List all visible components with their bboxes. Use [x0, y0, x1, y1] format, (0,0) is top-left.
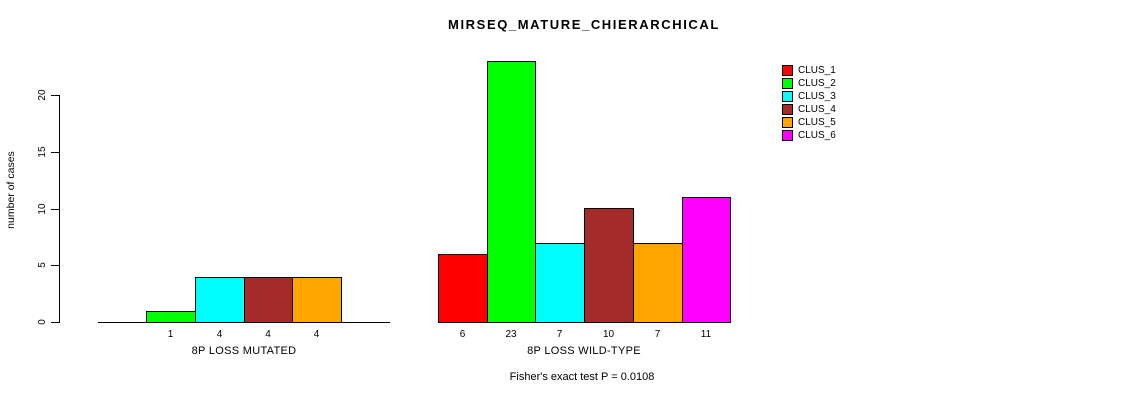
bar-clus_5 [292, 277, 342, 323]
legend-color-swatch [782, 91, 793, 102]
bar-clus_4 [244, 277, 293, 323]
legend-color-swatch [782, 78, 793, 89]
bar-value-label: 7 [556, 329, 563, 340]
bar-clus_2 [487, 61, 536, 323]
y-axis-line [59, 95, 60, 323]
bar-clus_3 [535, 243, 585, 323]
legend-label: CLUS_5 [798, 117, 836, 128]
legend-label: CLUS_4 [798, 104, 836, 115]
bar-value-label: 6 [459, 329, 466, 340]
legend-item: CLUS_4 [782, 103, 836, 116]
bar-value-label: 1 [167, 329, 174, 340]
bar-clus_3 [195, 277, 245, 323]
stat-note: Fisher's exact test P = 0.0108 [509, 371, 655, 383]
legend-item: CLUS_2 [782, 77, 836, 90]
bar-clus_4 [584, 208, 634, 323]
legend-label: CLUS_3 [798, 91, 836, 102]
legend-color-swatch [782, 65, 793, 76]
legend-label: CLUS_1 [798, 65, 836, 76]
legend-color-swatch [782, 104, 793, 115]
y-axis-tick-label: 20 [37, 89, 48, 101]
y-axis-tick-label: 5 [37, 262, 48, 268]
legend-item: CLUS_3 [782, 90, 836, 103]
legend-item: CLUS_5 [782, 116, 836, 129]
bar-value-label: 4 [216, 329, 223, 340]
bar-value-label: 23 [505, 329, 517, 340]
legend-label: CLUS_6 [798, 130, 836, 141]
bar-value-label: 11 [700, 329, 712, 340]
legend-item: CLUS_1 [782, 64, 836, 77]
y-axis-tick [51, 265, 59, 266]
bar-clus_5 [633, 243, 683, 323]
bar-value-label: 10 [602, 329, 615, 340]
legend-color-swatch [782, 117, 793, 128]
y-axis-tick-label: 10 [37, 203, 48, 215]
y-axis-tick [51, 209, 59, 210]
bar-clus_6 [682, 197, 731, 323]
y-axis-tick-label: 0 [37, 319, 48, 325]
chart-title: MIRSEQ_MATURE_CHIERARCHICAL [448, 17, 720, 32]
legend-color-swatch [782, 130, 793, 141]
group-axis-label: 8P LOSS WILD-TYPE [527, 345, 641, 357]
legend-item: CLUS_6 [782, 129, 836, 142]
legend: CLUS_1 CLUS_2 CLUS_3 CLUS_4 CLUS_5 CLUS_6 [782, 64, 836, 142]
legend-label: CLUS_2 [798, 78, 836, 89]
bar-value-label: 4 [313, 329, 320, 340]
y-axis-tick [51, 95, 59, 96]
bar-value-label: 7 [654, 329, 661, 340]
bar-clus_2 [146, 311, 196, 323]
group-axis-label: 8P LOSS MUTATED [191, 345, 297, 357]
y-axis-tick [51, 322, 59, 323]
y-axis-title: number of cases [5, 151, 17, 229]
y-axis-tick [51, 152, 59, 153]
bar-clus_1 [438, 254, 488, 323]
y-axis-tick-label: 15 [37, 146, 48, 158]
bar-value-label: 4 [265, 329, 271, 340]
